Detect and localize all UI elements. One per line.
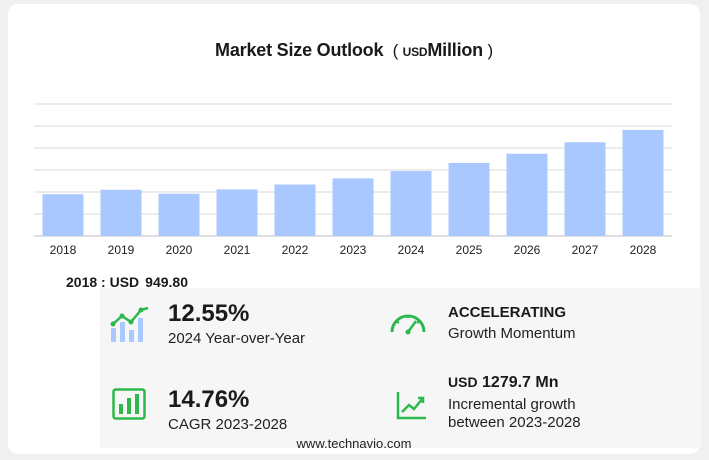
chart-title-unit: ( USDMillion ): [388, 40, 494, 60]
stat-incremental-value: 1279.7 Mn: [482, 374, 559, 391]
stat-incremental-currency: USD: [448, 374, 478, 390]
growth-bars-icon: [110, 306, 149, 342]
x-tick-label: 2022: [282, 243, 309, 257]
footer-url[interactable]: www.technavio.com: [296, 436, 412, 451]
x-tick-label: 2018: [50, 243, 77, 257]
bar-2025: [448, 162, 490, 236]
stat-cagr-value: 14.76%: [168, 386, 250, 413]
x-tick-label: 2028: [630, 243, 657, 257]
bar-chart-icon: [112, 388, 146, 420]
bar-2024: [390, 171, 432, 236]
stat-cagr-label: CAGR 2023-2028: [168, 416, 288, 433]
speedometer-icon: [390, 314, 426, 335]
bar-2023: [332, 178, 374, 236]
unit-close-paren: ): [487, 41, 494, 60]
stat-cagr: 14.76% CAGR 2023-2028: [168, 386, 287, 433]
chart-title: Market Size Outlook ( USDMillion ): [8, 40, 700, 61]
unit-currency: USD: [402, 45, 428, 59]
stat-incremental-amount: USD 1279.7 Mn: [448, 374, 581, 392]
stat-incremental-label-2: between 2023-2028: [448, 414, 581, 431]
stat-momentum-value: ACCELERATING: [448, 304, 567, 321]
bar-2028: [622, 129, 664, 236]
stat-yoy-value: 12.55%: [168, 300, 250, 327]
trend-line-icon: [396, 392, 426, 420]
report-card: Market Size Outlook ( USDMillion ) 2018 2…: [8, 4, 702, 454]
x-tick-label: 2020: [166, 243, 193, 257]
bar-chart: 2018 2019 2020 2021 2022 2023 2024 2025 2026 2027…: [34, 103, 672, 257]
x-tick-label: 2019: [108, 243, 135, 257]
unit-open-paren: (: [392, 41, 399, 60]
x-tick-label: 2025: [456, 243, 483, 257]
base-year-value: 2018 : USD 949.80: [66, 274, 188, 290]
chart-title-text: Market Size Outlook: [215, 40, 384, 60]
stat-momentum: ACCELERATING Growth Momentum: [448, 304, 576, 342]
x-tick-label: 2021: [224, 243, 251, 257]
bar-2019: [100, 189, 142, 236]
x-tick-label: 2026: [514, 243, 541, 257]
bar-2026: [506, 153, 548, 236]
stat-yoy-label: 2024 Year-over-Year: [168, 330, 306, 347]
bar-2018: [42, 194, 84, 236]
stat-incremental-label-1: Incremental growth: [448, 396, 576, 413]
stat-incremental: USD 1279.7 Mn Incremental growth between…: [448, 374, 581, 431]
x-tick-label: 2024: [398, 243, 425, 257]
stat-yoy: 12.55% 2024 Year-over-Year: [168, 300, 305, 347]
bar-2020: [158, 193, 200, 236]
x-tick-label: 2023: [340, 243, 367, 257]
base-year-amount: 949.80: [145, 274, 188, 290]
stat-momentum-label: Growth Momentum: [448, 325, 576, 342]
stats-panel: [100, 288, 702, 448]
bar-2022: [274, 184, 316, 236]
bar-2027: [564, 142, 606, 236]
base-year-label: 2018 : USD: [66, 274, 140, 290]
unit-million: Million: [427, 40, 483, 60]
bar-2021: [216, 189, 258, 236]
x-tick-label: 2027: [572, 243, 599, 257]
